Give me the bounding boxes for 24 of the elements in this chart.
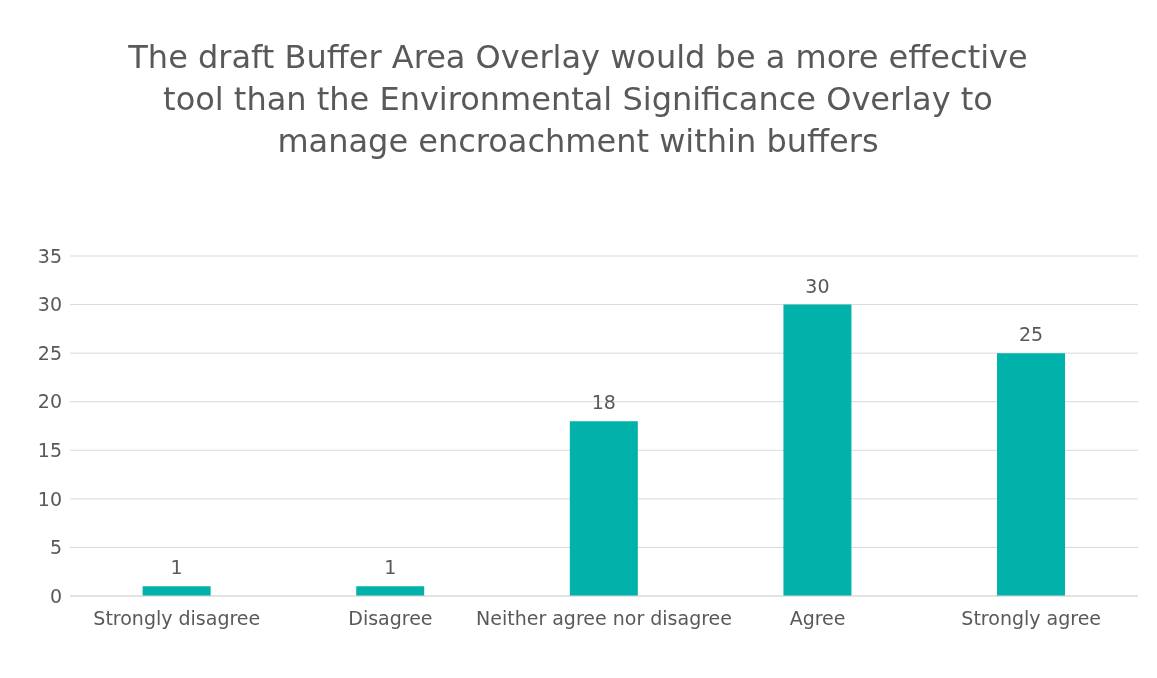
- y-tick-label: 20: [37, 390, 62, 413]
- y-tick-label: 5: [49, 536, 62, 559]
- data-label: 30: [805, 274, 830, 297]
- bar: [997, 353, 1066, 596]
- y-tick-label: 0: [49, 584, 62, 607]
- y-tick-label: 15: [37, 439, 62, 462]
- y-tick-label: 30: [37, 293, 62, 316]
- x-tick-label: Agree: [789, 607, 846, 630]
- data-label: 18: [591, 391, 616, 414]
- data-label: 25: [1018, 323, 1044, 346]
- x-tick-label: Strongly agree: [961, 607, 1102, 630]
- x-tick-label: Strongly disagree: [93, 607, 261, 630]
- bar: [356, 586, 425, 596]
- y-tick-label: 25: [37, 341, 62, 364]
- x-tick-label: Neither agree nor disagree: [476, 607, 732, 630]
- x-tick-label: Disagree: [348, 607, 433, 630]
- chart-title: The draft Buffer Area Overlay would be a more effective tool than the Environmental Significance Overlay to manage encroachment within buffers: [128, 37, 1028, 162]
- bar: [569, 421, 638, 596]
- data-label: 1: [384, 556, 397, 579]
- bar: [142, 586, 211, 596]
- y-tick-label: 35: [37, 244, 62, 267]
- data-label: 1: [170, 556, 183, 579]
- y-tick-label: 10: [37, 487, 62, 510]
- bar: [783, 304, 852, 596]
